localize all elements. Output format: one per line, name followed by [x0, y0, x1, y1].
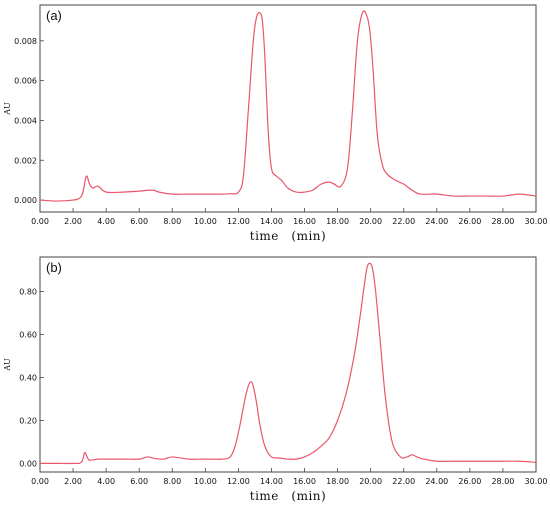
x-tick-label: 18.00 [326, 217, 349, 226]
x-tick-label: 30.00 [525, 477, 548, 486]
plot-frame [39, 256, 537, 473]
x-tick-label: 14.00 [260, 477, 283, 486]
x-tick-label: 12.00 [227, 477, 250, 486]
x-tick-label: 28.00 [491, 477, 514, 486]
x-tick-label: 28.00 [491, 217, 514, 226]
y-tick-label: 0.60 [19, 330, 37, 339]
x-tick-label: 8.00 [163, 217, 181, 226]
x-tick-label: 8.00 [163, 477, 181, 486]
x-tick-label: 20.00 [359, 477, 382, 486]
y-axis-label: AU [3, 102, 12, 116]
y-tick-label: 0.00 [19, 459, 37, 468]
x-tick-label: 20.00 [359, 217, 382, 226]
x-tick-label: 22.00 [392, 217, 415, 226]
y-tick-label: 0.40 [19, 373, 37, 382]
x-tick-label: 6.00 [130, 477, 148, 486]
chromatogram-trace [39, 10, 537, 202]
x-tick-label: 26.00 [458, 477, 481, 486]
x-axis-label: time (min) [250, 489, 326, 503]
x-tick-label: 16.00 [293, 217, 316, 226]
x-tick-label: 12.00 [227, 217, 250, 226]
x-tick-label: 0.00 [31, 477, 49, 486]
plot-frame [39, 4, 537, 213]
x-tick-label: 2.00 [64, 217, 82, 226]
x-tick-label: 4.00 [97, 217, 115, 226]
y-tick-label: 0.008 [14, 37, 37, 46]
x-axis-label: time (min) [250, 229, 326, 243]
x-tick-label: 0.00 [31, 217, 49, 226]
x-tick-label: 14.00 [260, 217, 283, 226]
chart-panel-b: 0.00 2.00 4.00 6.00 8.00 10.00 12.00 14.00 16.00… [3, 256, 548, 503]
x-tick-label: 24.00 [425, 217, 448, 226]
x-tick-label: 24.00 [425, 477, 448, 486]
x-tick-label: 6.00 [130, 217, 148, 226]
chart-panel-a: 0.00 2.00 4.00 6.00 8.00 10.00 12.00 14.00 16.00… [3, 4, 548, 243]
y-tick-label: 0.002 [14, 156, 37, 165]
x-tick-label: 2.00 [64, 477, 82, 486]
x-tick-label: 30.00 [525, 217, 548, 226]
x-tick-label: 16.00 [293, 477, 316, 486]
y-tick-label: 0.20 [19, 416, 37, 425]
x-tick-label: 26.00 [458, 217, 481, 226]
x-tick-label: 4.00 [97, 477, 115, 486]
y-tick-label: 0.006 [14, 77, 37, 86]
panel-label: (a) [46, 8, 62, 23]
x-tick-label: 10.00 [194, 477, 217, 486]
panel-label: (b) [46, 260, 62, 275]
y-tick-label: 0.000 [14, 196, 37, 205]
x-tick-label: 18.00 [326, 477, 349, 486]
x-tick-label: 22.00 [392, 477, 415, 486]
y-tick-label: 0.004 [14, 116, 37, 125]
chromatogram-trace [40, 262, 537, 465]
y-axis-label: AU [3, 358, 12, 372]
x-tick-label: 10.00 [194, 217, 217, 226]
y-tick-label: 0.80 [19, 287, 37, 296]
